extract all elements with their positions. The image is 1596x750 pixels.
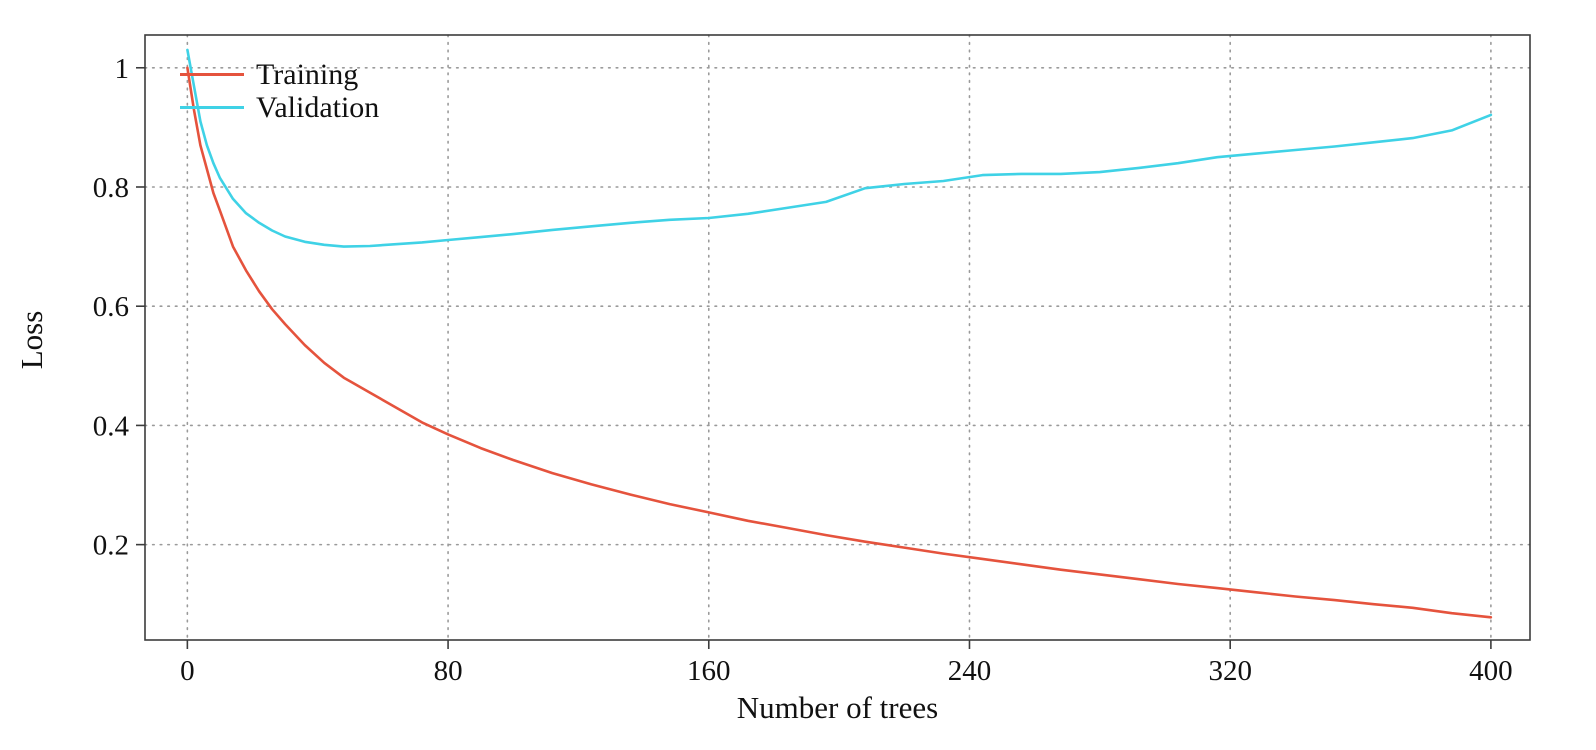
x-tick-label: 240 bbox=[948, 655, 992, 687]
x-tick-label: 320 bbox=[1208, 655, 1252, 687]
legend-label-training: Training bbox=[256, 58, 359, 91]
x-axis-label: Number of trees bbox=[736, 690, 939, 725]
training-loss-line bbox=[186, 66, 1493, 619]
legend-item-validation: Validation bbox=[180, 91, 379, 124]
legend-item-training: Training bbox=[180, 58, 379, 91]
x-tick-label: 160 bbox=[687, 655, 731, 687]
y-tick-label: 0.6 bbox=[93, 291, 129, 323]
y-axis-label: Loss bbox=[14, 310, 49, 370]
legend-label-validation: Validation bbox=[256, 91, 380, 124]
validation-loss-line bbox=[186, 48, 1493, 248]
x-tick-label: 400 bbox=[1469, 655, 1513, 687]
y-tick-label: 0.4 bbox=[93, 410, 130, 442]
validation-line-swatch bbox=[180, 106, 244, 109]
plot-frame bbox=[144, 34, 1531, 641]
x-tick-label: 0 bbox=[180, 655, 195, 687]
legend: Training Validation bbox=[180, 58, 379, 124]
y-tick-label: 1 bbox=[115, 53, 130, 85]
y-tick-label: 0.2 bbox=[93, 530, 129, 562]
y-tick-label: 0.8 bbox=[93, 172, 129, 204]
x-tick-label: 80 bbox=[434, 655, 463, 687]
training-line-swatch bbox=[180, 73, 244, 76]
